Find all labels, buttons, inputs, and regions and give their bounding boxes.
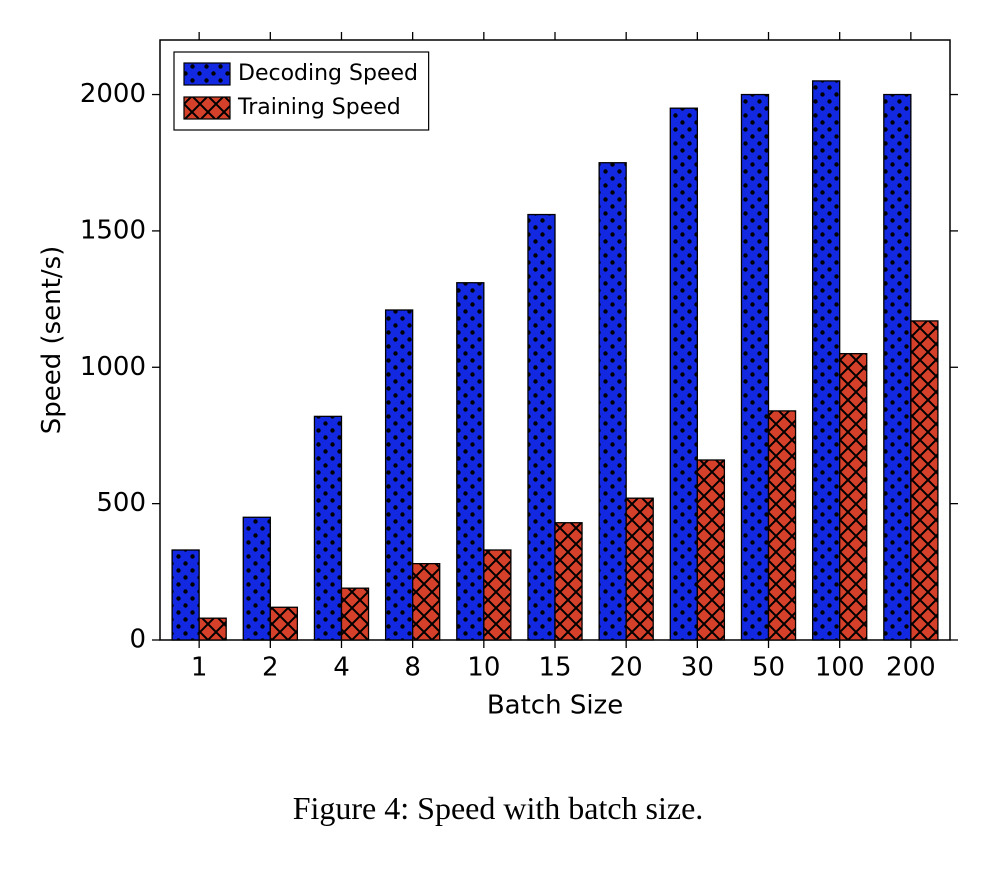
bar-training bbox=[626, 498, 653, 640]
x-tick-label: 2 bbox=[262, 652, 279, 682]
bar-training bbox=[199, 618, 226, 640]
bar-decoding bbox=[670, 108, 697, 640]
bar-training bbox=[555, 523, 582, 640]
figure-container: 0 500 1000 1500 2000 1 2 4 8 10 15 20 30 50 100 200 Batc… bbox=[0, 0, 996, 878]
legend-swatch bbox=[184, 63, 230, 85]
bar-training bbox=[341, 588, 368, 640]
x-tick-label: 1 bbox=[191, 652, 208, 682]
bar-decoding bbox=[243, 517, 270, 640]
bar-decoding bbox=[741, 95, 768, 640]
x-tick-label: 20 bbox=[610, 652, 643, 682]
bar-decoding bbox=[599, 163, 626, 640]
bar-decoding bbox=[386, 310, 413, 640]
x-tick-label: 15 bbox=[538, 652, 571, 682]
x-tick-label: 50 bbox=[752, 652, 785, 682]
bar-decoding bbox=[457, 283, 484, 640]
x-tick-label: 10 bbox=[467, 652, 500, 682]
bar-training bbox=[484, 550, 511, 640]
bar-decoding bbox=[528, 215, 555, 640]
bar-training bbox=[911, 321, 938, 640]
bar-decoding bbox=[314, 416, 341, 640]
bar-training bbox=[413, 564, 440, 640]
x-tick-label: 8 bbox=[404, 652, 421, 682]
legend-label: Decoding Speed bbox=[238, 61, 418, 86]
legend: Decoding Speed Training Speed bbox=[174, 52, 429, 130]
x-tick-label: 4 bbox=[333, 652, 350, 682]
legend-label: Training Speed bbox=[237, 95, 401, 120]
x-tick-label: 30 bbox=[681, 652, 714, 682]
bar-training bbox=[840, 354, 867, 640]
bar-decoding bbox=[884, 95, 911, 640]
bar-training bbox=[697, 460, 724, 640]
bar-training bbox=[270, 607, 297, 640]
x-tick-label: 100 bbox=[815, 652, 865, 682]
bar-decoding bbox=[172, 550, 199, 640]
bar-decoding bbox=[813, 81, 840, 640]
y-tick-label: 500 bbox=[96, 488, 146, 518]
x-axis-label: Batch Size bbox=[487, 690, 623, 720]
legend-swatch bbox=[184, 97, 230, 119]
x-tick-label: 200 bbox=[886, 652, 936, 682]
bar-chart: 0 500 1000 1500 2000 1 2 4 8 10 15 20 30 50 100 200 Batc… bbox=[0, 0, 996, 740]
y-axis-label: Speed (sent/s) bbox=[37, 246, 67, 435]
y-tick-label: 1500 bbox=[80, 215, 146, 245]
figure-caption: Figure 4: Speed with batch size. bbox=[0, 790, 996, 827]
y-tick-label: 2000 bbox=[80, 79, 146, 109]
bar-training bbox=[769, 411, 796, 640]
y-tick-label: 0 bbox=[129, 625, 146, 655]
y-tick-label: 1000 bbox=[80, 352, 146, 382]
